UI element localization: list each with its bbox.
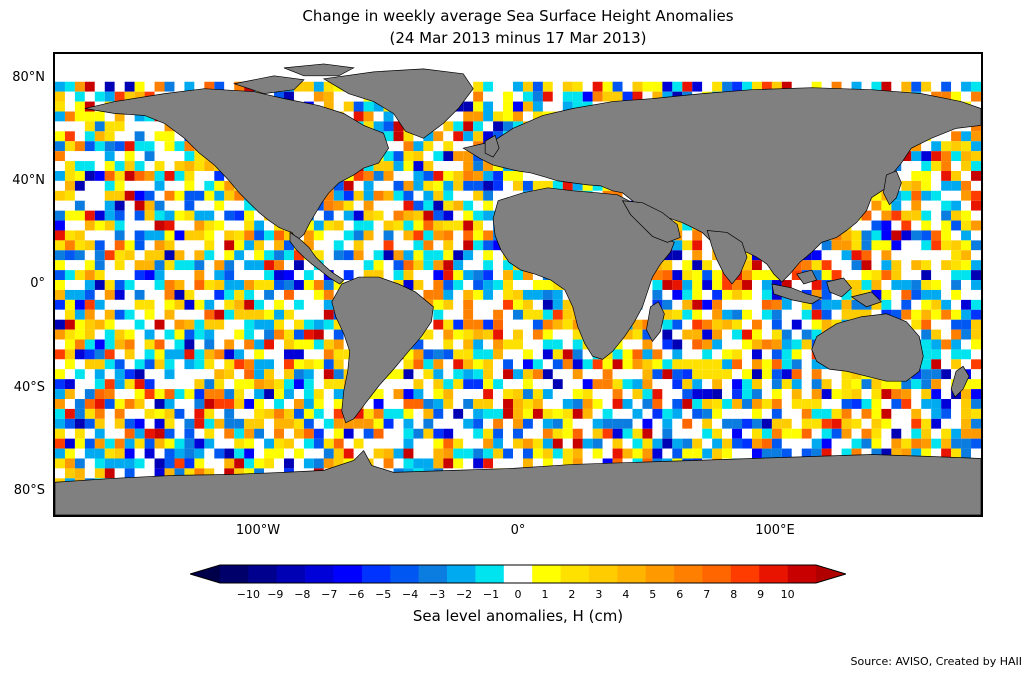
lat-label-80s: 80°S [13,483,45,498]
land-australia [811,313,924,382]
source-note: Source: AVISO, Created by HAII [850,655,1022,668]
lon-label-0: 0° [510,523,526,538]
chart-subtitle: (24 Mar 2013 minus 17 Mar 2013) [389,29,647,47]
colorbar-segment [674,565,703,583]
colorbar-tick-label: 7 [703,588,711,601]
colorbar-tick-label: −7 [321,588,338,601]
colorbar-segment [532,565,561,583]
lat-label-40s: 40°S [13,380,45,395]
colorbar-tick-label: 3 [595,588,603,601]
colorbar-label: Sea level anomalies, H (cm) [412,607,624,625]
colorbar-segment [560,565,590,583]
land-eurasia [462,87,981,283]
colorbar-segment [333,565,363,583]
colorbar-segment [418,565,448,583]
chart-title: Change in weekly average Sea Surface Hei… [302,7,734,25]
colorbar-segment [276,565,306,583]
colorbar-segment [503,565,533,583]
colorbar-tick-label: −9 [267,588,284,601]
land-india [706,230,748,285]
colorbar-tick-label: −8 [294,588,311,601]
colorbar-segment [475,565,505,583]
colorbar-tick-label: 5 [649,588,657,601]
colorbar-tick-label: 8 [730,588,738,601]
lat-label-equator: 0° [30,276,45,291]
land-arctic-islands [232,63,355,95]
land-uk [484,134,500,158]
land-north-america [84,88,389,241]
colorbar-tick-label: −2 [455,588,473,601]
colorbar-tick-label: 4 [622,588,630,601]
colorbar-segment [390,565,419,583]
colorbar-segment [305,565,334,583]
colorbar-tick-label: −10 [236,588,260,601]
colorbar-tick-label: 1 [541,588,549,601]
colorbar-segment [730,565,760,583]
land-new-zealand [950,365,970,398]
lon-label-100e: 100°E [755,523,795,538]
colorbar-tick-label: 9 [757,588,765,601]
land-central-america [289,231,345,285]
colorbar-segment [361,565,391,583]
map-frame [53,52,983,517]
land-madagascar [646,301,665,343]
colorbar-segment [702,565,732,583]
colorbar-outline [190,564,846,584]
world-map [55,63,981,515]
colorbar-segment [617,565,647,583]
colorbar-tick-label: −4 [402,588,419,601]
colorbar-tick-label: 10 [780,588,795,601]
land-africa [492,187,675,360]
colorbar-segment [588,565,618,583]
colorbar-tick-label: −5 [375,588,392,601]
land-antarctica [55,449,981,515]
colorbar-tick-label: −3 [429,588,446,601]
colorbar-segment [248,565,278,583]
colorbar [190,564,846,584]
colorbar-tick-label: 0 [514,588,522,601]
land-indonesia [771,269,883,308]
colorbar-segment [645,565,675,583]
lon-label-100w: 100°W [235,523,281,538]
colorbar-segment [447,565,476,583]
lat-label-80n: 80°N [12,70,45,85]
land-south-america [331,276,434,424]
land-japan [883,170,902,206]
colorbar-segment [759,565,788,583]
colorbar-tick-label: −1 [482,588,500,601]
colorbar-tick-label: 6 [676,588,684,601]
land-greenland [322,68,474,139]
lat-label-40n: 40°N [12,173,45,188]
colorbar-extend-low [190,565,220,583]
land-arabia [621,200,681,243]
colorbar-tick-label: 2 [568,588,576,601]
land-masses [55,63,981,515]
colorbar-ticks: −10 −9 −8 −7 −6 −5 −4 −3 −2 −1 0 1 2 3 4 5 6 7 8 9 10 [0,588,1035,604]
colorbar-tick-label: −6 [348,588,365,601]
colorbar-extend-high [816,565,846,583]
colorbar-segment [220,565,249,583]
colorbar-segment [787,565,817,583]
